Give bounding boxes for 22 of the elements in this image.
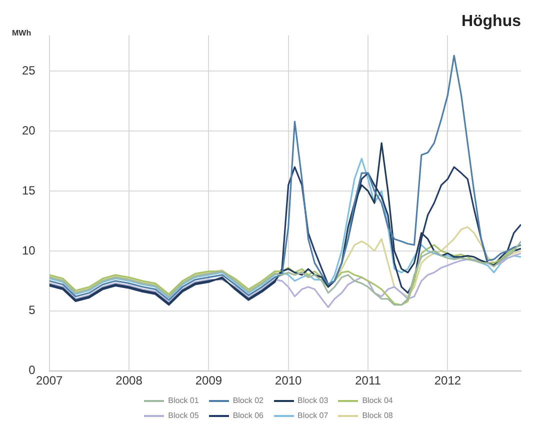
y-tick-label: 20 <box>22 123 36 138</box>
legend-label: Block 07 <box>298 411 328 420</box>
x-tick-label: 2007 <box>36 373 64 388</box>
x-tick-label: 2010 <box>275 373 302 388</box>
legend-label: Block 04 <box>362 396 393 405</box>
y-tick-label: 15 <box>22 183 36 198</box>
legend-label: Block 03 <box>298 396 328 405</box>
legend-label: Block 06 <box>232 411 264 420</box>
x-tick-label: 2011 <box>355 373 382 388</box>
legend-label: Block 08 <box>362 411 393 420</box>
y-tick-label: 0 <box>28 363 36 378</box>
legend-label: Block 01 <box>168 396 199 405</box>
chart-title: Höghus <box>461 13 522 30</box>
y-tick-label: 5 <box>28 303 36 318</box>
y-tick-label: 25 <box>22 63 36 78</box>
x-tick-label: 2008 <box>116 373 143 388</box>
x-tick-label: 2012 <box>434 373 462 388</box>
y-axis-title: MWh <box>12 28 32 38</box>
y-tick-label: 10 <box>22 243 36 258</box>
x-tick-label: 2009 <box>195 373 222 388</box>
legend-label: Block 02 <box>232 396 264 405</box>
legend-label: Block 05 <box>168 411 199 420</box>
